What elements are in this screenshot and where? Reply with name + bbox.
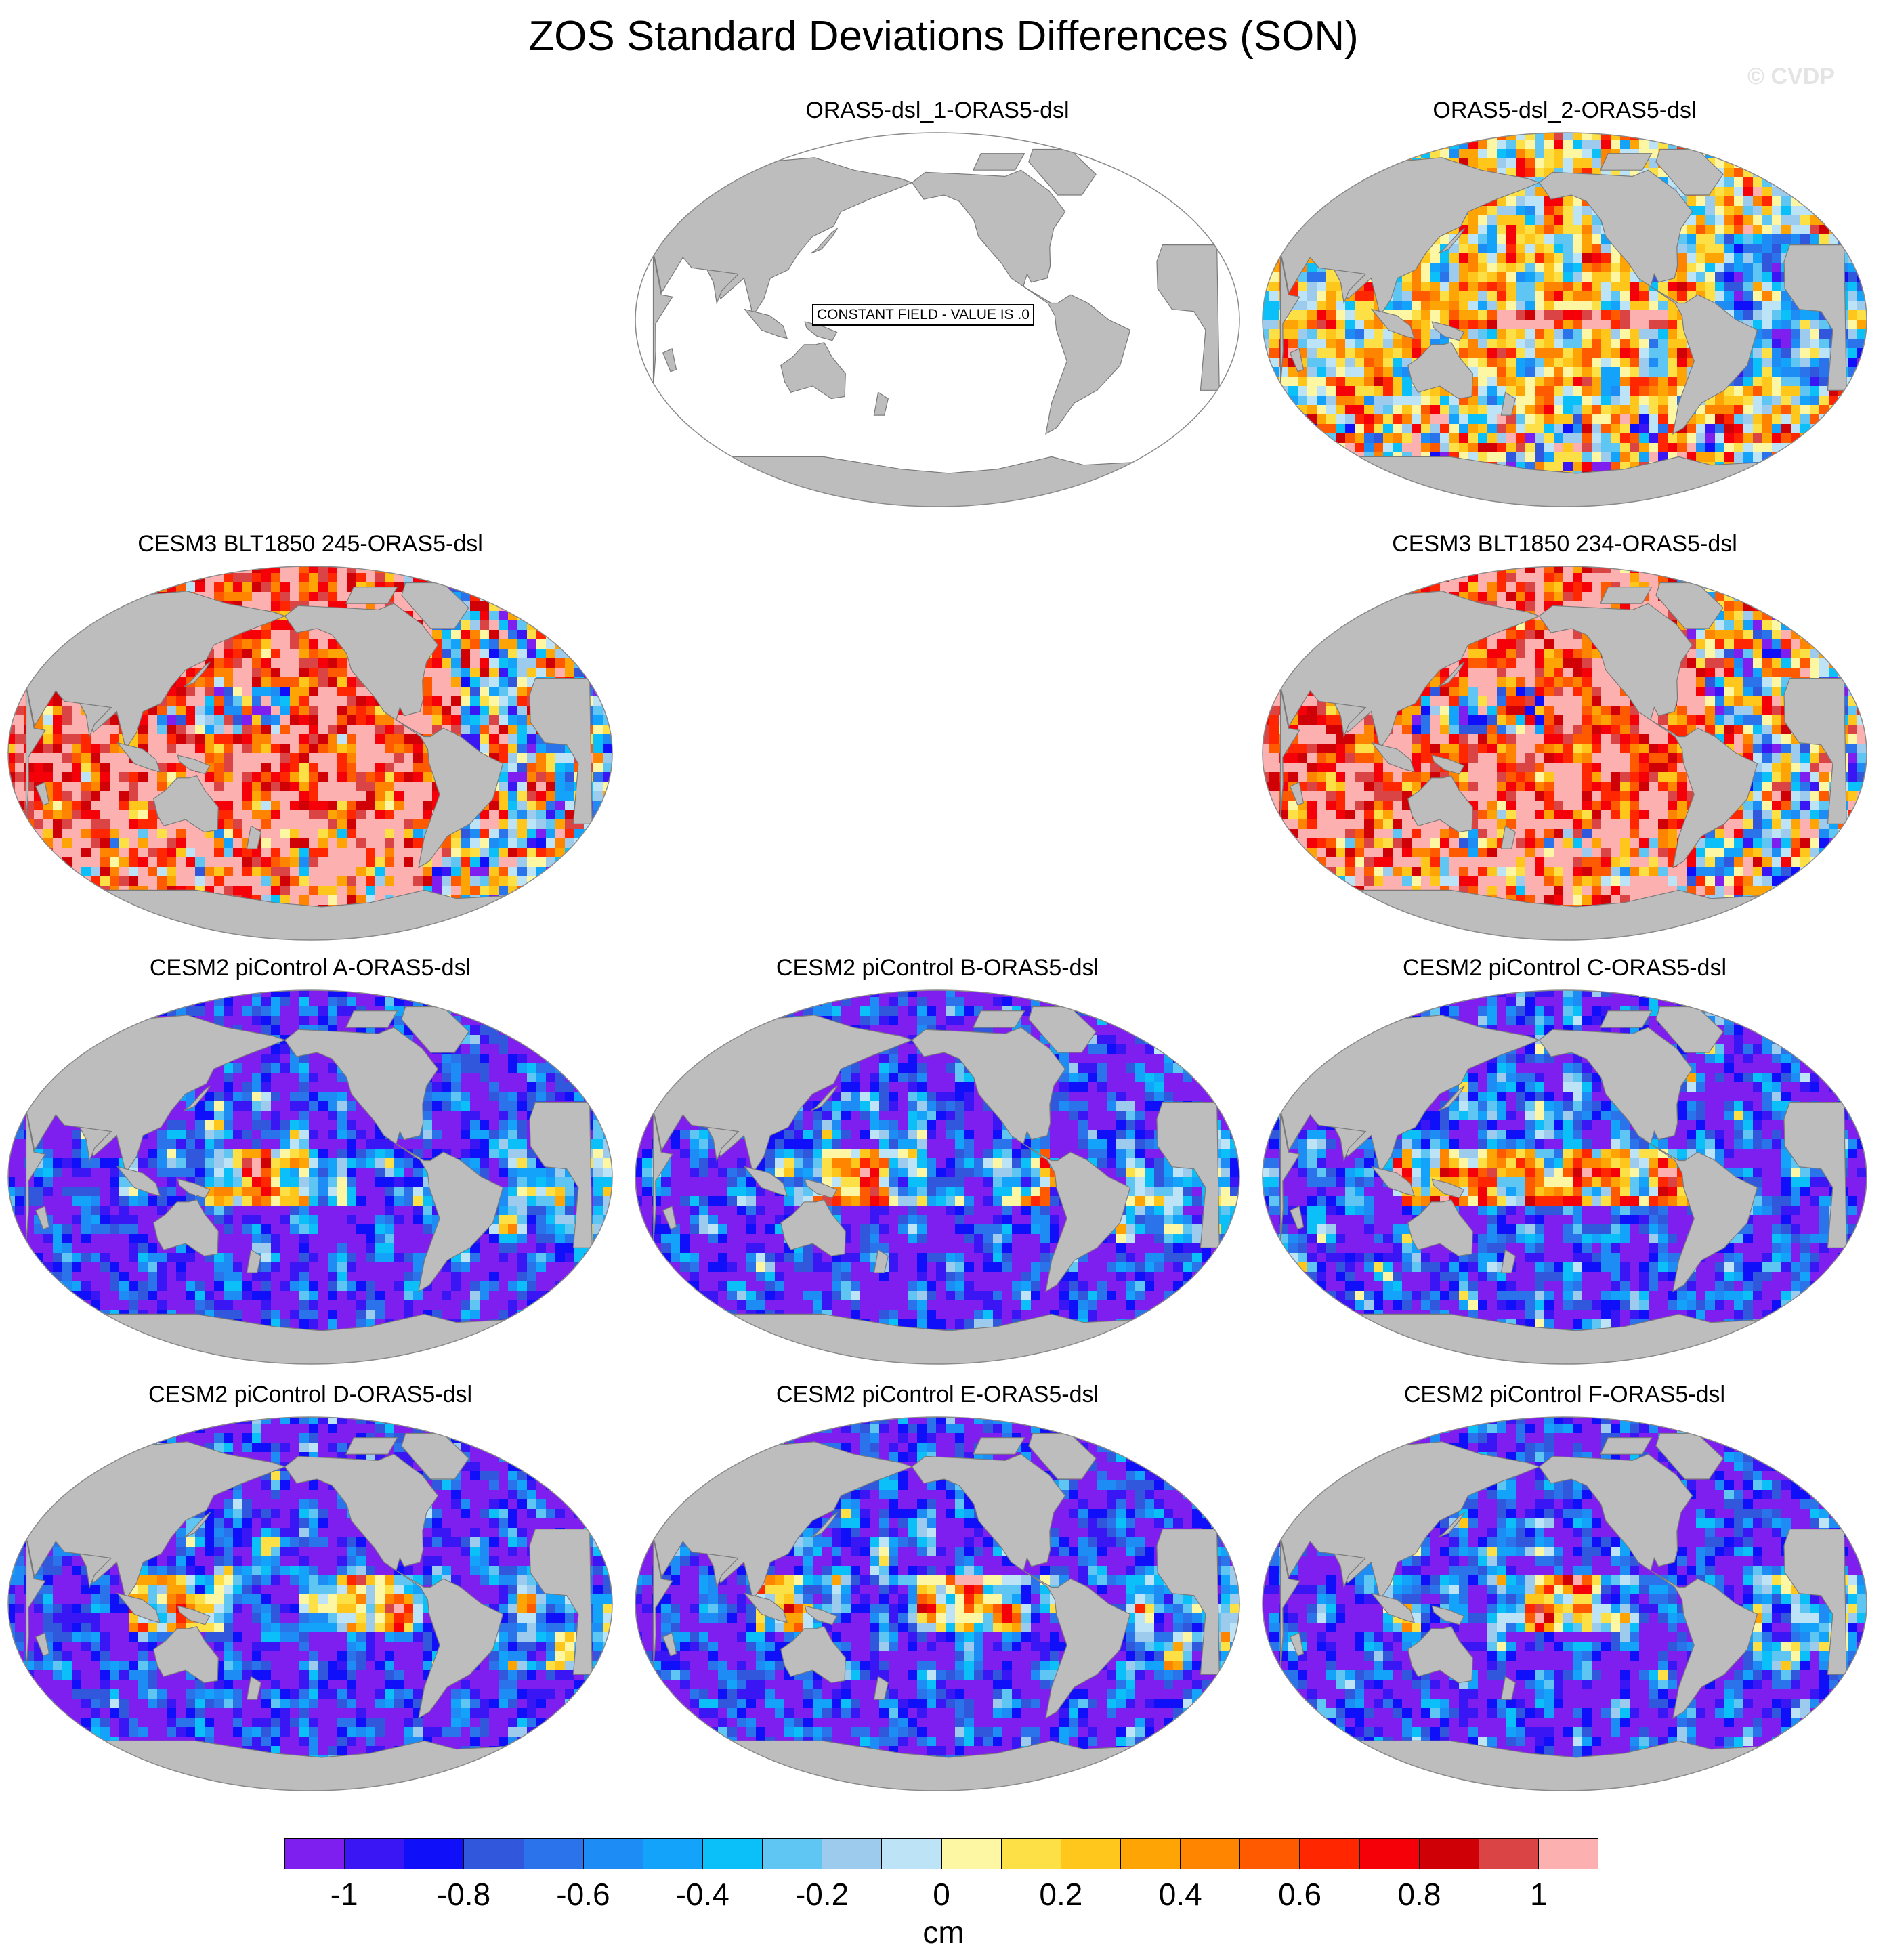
- panel-title: CESM2 piControl F-ORAS5-dsl: [1256, 1382, 1873, 1408]
- colorbar-swatch: [524, 1839, 584, 1869]
- panel-cesm2-picontrol-c: CESM2 piControl C-ORAS5-dsl: [1256, 955, 1873, 1365]
- world-map: [1262, 566, 1867, 941]
- colorbar-swatch: [1538, 1839, 1598, 1869]
- colorbar-tick-label: -0.2: [782, 1876, 863, 1913]
- colorbar-tick-label: -0.8: [423, 1876, 505, 1913]
- colorbar-tick-label: 0.8: [1378, 1876, 1460, 1913]
- constant-field-label: CONSTANT FIELD - VALUE IS .0: [812, 304, 1034, 326]
- colorbar-swatch: [643, 1839, 703, 1869]
- colorbar-tick-label: 0.4: [1140, 1876, 1221, 1913]
- colorbar-swatch: [404, 1839, 465, 1869]
- panel-title: CESM3 BLT1850 234-ORAS5-dsl: [1256, 531, 1873, 557]
- colorbar-swatch: [941, 1839, 1002, 1869]
- world-map: [1262, 1416, 1867, 1791]
- world-map: [1262, 989, 1867, 1365]
- panel-cesm2-picontrol-e: CESM2 piControl E-ORAS5-dsl: [629, 1382, 1246, 1791]
- world-map: [1262, 132, 1867, 507]
- colorbar-tick-label: -1: [303, 1876, 385, 1913]
- map-border: [1262, 989, 1867, 1365]
- colorbar: [284, 1838, 1598, 1869]
- figure-title: ZOS Standard Deviations Differences (SON…: [0, 12, 1887, 60]
- map-border: [7, 1416, 613, 1791]
- colorbar-tick-label: -0.6: [543, 1876, 624, 1913]
- colorbar-tick-label: 0: [901, 1876, 982, 1913]
- panel-cesm2-picontrol-b: CESM2 piControl B-ORAS5-dsl: [629, 955, 1246, 1365]
- panel-oras5-dsl-2: ORAS5-dsl_2-ORAS5-dsl: [1256, 98, 1873, 507]
- colorbar-swatch: [1240, 1839, 1300, 1869]
- world-map: [635, 1416, 1240, 1791]
- panel-title: CESM3 BLT1850 245-ORAS5-dsl: [2, 531, 618, 557]
- map-border: [7, 989, 613, 1365]
- colorbar-swatch: [285, 1839, 345, 1869]
- world-map: [7, 1416, 613, 1791]
- colorbar-swatch: [763, 1839, 823, 1869]
- colorbar-swatch: [882, 1839, 942, 1869]
- map-border: [1262, 132, 1867, 507]
- map-border: [635, 989, 1240, 1365]
- panel-title: ORAS5-dsl_2-ORAS5-dsl: [1256, 98, 1873, 124]
- panel-oras5-dsl-1: ORAS5-dsl_1-ORAS5-dsl CONSTANT FIELD - V…: [629, 98, 1246, 507]
- colorbar-swatch: [702, 1839, 763, 1869]
- map-border: [7, 566, 613, 941]
- land-mask: [1279, 582, 1847, 940]
- land-mask: [25, 582, 593, 940]
- map-border: [635, 132, 1240, 507]
- colorbar-swatch: [464, 1839, 524, 1869]
- panel-title: ORAS5-dsl_1-ORAS5-dsl: [629, 98, 1246, 124]
- panel-cesm3-blt1850-234: CESM3 BLT1850 234-ORAS5-dsl: [1256, 531, 1873, 941]
- panel-cesm3-blt1850-245: CESM3 BLT1850 245-ORAS5-dsl: [2, 531, 618, 941]
- map-border: [1262, 566, 1867, 941]
- colorbar-tick-label: 1: [1498, 1876, 1579, 1913]
- watermark: © CVDP: [1747, 64, 1835, 90]
- colorbar-swatch: [1479, 1839, 1539, 1869]
- colorbar-swatch: [1359, 1839, 1420, 1869]
- panel-cesm2-picontrol-a: CESM2 piControl A-ORAS5-dsl: [2, 955, 618, 1365]
- colorbar-tick-label: -0.4: [662, 1876, 743, 1913]
- colorbar-swatch: [1061, 1839, 1121, 1869]
- colorbar-swatch: [1001, 1839, 1061, 1869]
- panel-title: CESM2 piControl A-ORAS5-dsl: [2, 955, 618, 981]
- colorbar-tick-label: 0.6: [1259, 1876, 1340, 1913]
- panel-cesm2-picontrol-d: CESM2 piControl D-ORAS5-dsl: [2, 1382, 618, 1791]
- colorbar-tick-label: 0.2: [1020, 1876, 1101, 1913]
- panel-title: CESM2 piControl E-ORAS5-dsl: [629, 1382, 1246, 1408]
- panel-cesm2-picontrol-f: CESM2 piControl F-ORAS5-dsl: [1256, 1382, 1873, 1791]
- map-border: [635, 1416, 1240, 1791]
- map-border: [1262, 1416, 1867, 1791]
- world-map: [7, 566, 613, 941]
- colorbar-unit-label: cm: [0, 1914, 1887, 1951]
- panel-title: CESM2 piControl C-ORAS5-dsl: [1256, 955, 1873, 981]
- colorbar-swatch: [1120, 1839, 1181, 1869]
- colorbar-swatch: [1300, 1839, 1360, 1869]
- land-mask: [652, 148, 1220, 507]
- colorbar-swatch: [822, 1839, 883, 1869]
- colorbar-swatch: [1419, 1839, 1479, 1869]
- colorbar-swatch: [583, 1839, 643, 1869]
- world-map: [7, 989, 613, 1365]
- world-map: [635, 132, 1240, 507]
- panel-title: CESM2 piControl B-ORAS5-dsl: [629, 955, 1246, 981]
- panel-title: CESM2 piControl D-ORAS5-dsl: [2, 1382, 618, 1408]
- colorbar-swatch: [1181, 1839, 1241, 1869]
- land-mask: [1279, 1006, 1847, 1364]
- colorbar-swatch: [345, 1839, 405, 1869]
- world-map: [635, 989, 1240, 1365]
